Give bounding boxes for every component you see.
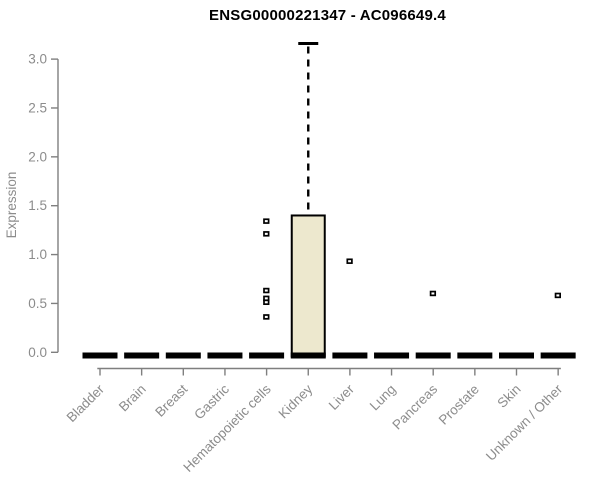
outlier-hematopoietic-cells xyxy=(263,299,270,306)
median-breast xyxy=(165,352,201,359)
outlier-unknown-other xyxy=(554,292,561,299)
y-tick-label: 0.5 xyxy=(28,296,47,311)
x-tick-label-pancreas: Pancreas xyxy=(389,381,440,432)
y-tick-label: 1.5 xyxy=(28,198,47,213)
y-tick-label: 2.0 xyxy=(28,149,47,164)
median-skin xyxy=(499,352,534,359)
x-tick-label-kidney: Kidney xyxy=(276,381,316,421)
x-tick-label-liver: Liver xyxy=(326,381,358,413)
median-kidney xyxy=(290,352,326,359)
median-lung xyxy=(374,352,410,359)
median-liver xyxy=(332,352,368,359)
x-tick-label-breast: Breast xyxy=(152,381,190,419)
outlier-hematopoietic-cells xyxy=(263,287,270,294)
y-tick-label: 1.0 xyxy=(28,247,47,262)
outlier-hematopoietic-cells xyxy=(263,314,270,320)
y-tick-label: 3.0 xyxy=(28,52,47,67)
median-pancreas xyxy=(415,352,451,359)
median-hematopoietic-cells xyxy=(249,352,285,359)
median-gastric xyxy=(207,352,243,359)
x-tick-label-prostate: Prostate xyxy=(436,382,482,428)
median-brain xyxy=(124,352,160,359)
outlier-pancreas xyxy=(429,290,437,297)
x-tick-label-unknown-other: Unknown / Other xyxy=(483,381,566,464)
y-tick-label: 2.5 xyxy=(28,100,47,115)
median-prostate xyxy=(457,352,493,359)
outlier-hematopoietic-cells xyxy=(263,231,270,237)
median-bladder xyxy=(82,352,118,359)
y-tick-label: 0.0 xyxy=(28,345,47,360)
outlier-hematopoietic-cells xyxy=(263,218,270,224)
x-tick-label-bladder: Bladder xyxy=(64,381,108,425)
x-tick-label-lung: Lung xyxy=(367,382,399,414)
median-unknown-other xyxy=(540,352,576,359)
x-tick-label-skin: Skin xyxy=(494,382,523,411)
x-tick-label-brain: Brain xyxy=(116,382,149,415)
x-tick-label-gastric: Gastric xyxy=(191,381,232,422)
box-kidney xyxy=(290,214,326,358)
chart-title: ENSG00000221347 - AC096649.4 xyxy=(209,7,446,24)
outlier-liver xyxy=(346,258,353,264)
